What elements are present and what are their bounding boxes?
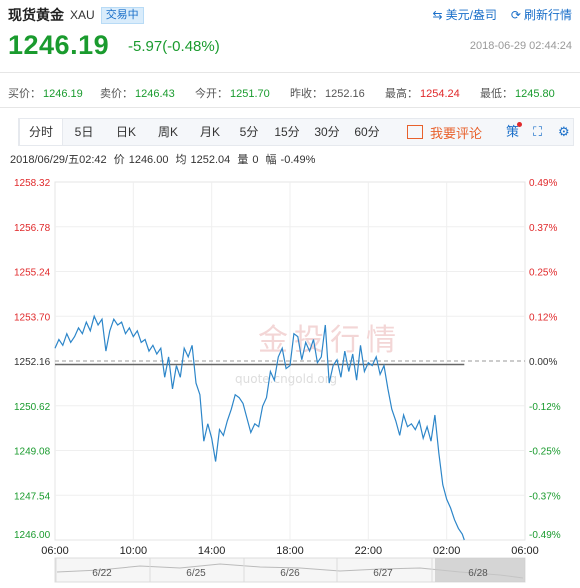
intraday-chart[interactable]: 06:00 10:00 14:00 18:00 22:00 02:00 06:00 1258.… [0, 170, 580, 588]
quote-prev-close-label: 昨收： [290, 88, 323, 100]
exchange-icon: ⇆ [432, 7, 443, 22]
quote-bid: 买价： 1246.19 [8, 85, 83, 101]
y-tick-label: 1258.32 [14, 178, 51, 189]
title-row: 现货黄金 XAU 交易中 [8, 6, 144, 24]
x-tick-label: 14:00 [198, 545, 226, 557]
y-pct-label: 0.12% [529, 312, 557, 323]
price-change: -5.97(-0.48%) [128, 38, 220, 55]
watermark-en: quote.cngold.org [235, 372, 337, 386]
x-tick-label: 02:00 [433, 545, 461, 557]
brush-date-label: 6/25 [186, 568, 206, 579]
y-tick-label: 1247.54 [14, 491, 51, 502]
y-tick-label: 1249.08 [14, 447, 51, 458]
quote-open: 今开： 1251.70 [195, 85, 270, 101]
info-avg: 1252.04 [190, 154, 231, 166]
instrument-name: 现货黄金 [8, 7, 64, 23]
x-tick-label: 18:00 [276, 545, 304, 557]
x-tick-label: 10:00 [120, 545, 148, 557]
quote-header: 现货黄金 XAU 交易中 ⇆ 美元/盎司 ⟳ 刷新行情 1246.19 -5.9… [0, 0, 580, 72]
edit-icon [407, 125, 423, 139]
quote-open-label: 今开： [195, 88, 228, 100]
info-vol-label: 量 [237, 154, 249, 166]
refresh-link-label: 刷新行情 [523, 8, 572, 22]
x-tick-label: 06:00 [41, 545, 69, 557]
tab-60min[interactable]: 60分 [354, 125, 380, 139]
info-amp-label: 幅 [265, 154, 277, 166]
quote-ask-label: 卖价： [100, 88, 133, 100]
quote-prev-close: 昨收： 1252.16 [290, 85, 365, 101]
tab-weekly-k[interactable]: 周K [157, 125, 178, 139]
y-pct-label: 0.49% [529, 178, 557, 189]
y-tick-label: 1252.16 [14, 357, 51, 368]
tab-15min[interactable]: 15分 [274, 125, 300, 139]
quote-ask-value: 1246.43 [135, 88, 175, 100]
tab-5min[interactable]: 5分 [239, 125, 259, 139]
quote-ask: 卖价： 1246.43 [100, 85, 175, 101]
quote-prev-close-value: 1252.16 [325, 88, 365, 100]
fullscreen-icon[interactable]: ⛶ [533, 124, 543, 139]
y-tick-label: 1250.62 [14, 402, 51, 413]
quote-timestamp: 2018-06-29 02:44:24 [469, 40, 572, 52]
y-pct-label: -0.37% [529, 491, 561, 502]
tab-30min[interactable]: 30分 [314, 125, 340, 139]
currency-link[interactable]: ⇆ 美元/盎司 [433, 6, 497, 23]
y-pct-label: 0.25% [529, 268, 557, 279]
quote-bid-value: 1246.19 [43, 88, 83, 100]
quote-low-label: 最低： [480, 88, 513, 100]
y-tick-label: 1246.00 [14, 530, 51, 541]
comment-button[interactable]: 我要评论 [407, 119, 482, 145]
x-tick-label: 22:00 [355, 545, 383, 557]
quote-high: 最高： 1254.24 [385, 85, 460, 101]
quote-high-label: 最高： [385, 88, 418, 100]
tab-daily-k[interactable]: 日K [115, 125, 136, 139]
x-tick-label: 06:00 [511, 545, 539, 557]
current-price: 1246.19 [8, 30, 110, 60]
instrument-code: XAU [70, 8, 95, 22]
brush-date-label: 6/22 [92, 568, 112, 579]
settings-icon[interactable]: ⚙ [558, 124, 570, 139]
quote-open-value: 1251.70 [230, 88, 270, 100]
brush-selection [435, 558, 525, 582]
strategy-button[interactable]: 策 [506, 119, 523, 145]
comment-button-label: 我要评论 [430, 125, 483, 141]
brush-date-label: 6/27 [373, 568, 393, 579]
price-series-line [54, 314, 465, 541]
currency-link-label: 美元/盎司 [445, 8, 497, 22]
tab-5day[interactable]: 5日 [74, 125, 94, 139]
brush-date-label: 6/28 [468, 568, 488, 579]
brush-date-label: 6/26 [280, 568, 300, 579]
notification-dot [517, 122, 523, 127]
info-price-label: 价 [113, 154, 125, 166]
y-tick-label: 1256.78 [14, 223, 51, 234]
y-pct-label: -0.25% [529, 447, 561, 458]
refresh-icon: ⟳ [510, 7, 521, 22]
y-pct-label: -0.49% [529, 530, 561, 541]
period-tabs: 分时 5日 日K 周K 月K 5分 15分 30分 60分 我要评论 策 ⛶ ⚙ [18, 118, 574, 146]
quote-low-value: 1245.80 [515, 88, 555, 100]
info-amp: -0.49% [280, 154, 316, 166]
info-date: 2018/06/29/五02:42 [10, 154, 107, 166]
info-price: 1246.00 [128, 154, 169, 166]
refresh-link[interactable]: ⟳ 刷新行情 [511, 6, 572, 23]
y-pct-label: 0.37% [529, 223, 557, 234]
info-vol: 0 [252, 154, 259, 166]
quote-bid-label: 买价： [8, 88, 41, 100]
info-avg-label: 均 [175, 154, 187, 166]
quote-low: 最低： 1245.80 [480, 85, 555, 101]
tab-intraday[interactable]: 分时 [19, 119, 63, 145]
y-tick-label: 1253.70 [14, 312, 51, 323]
top-links: ⇆ 美元/盎司 ⟳ 刷新行情 [419, 6, 572, 23]
strategy-label: 策 [506, 124, 520, 139]
y-pct-label: -0.12% [529, 402, 561, 413]
tab-monthly-k[interactable]: 月K [199, 125, 220, 139]
quote-high-value: 1254.24 [420, 88, 460, 100]
status-badge: 交易中 [100, 6, 144, 24]
quote-row: 买价： 1246.19 卖价： 1246.43 今开： 1251.70 昨收： 1252… [0, 72, 580, 108]
y-pct-label: 0.00% [529, 357, 557, 368]
y-tick-label: 1255.24 [14, 268, 51, 279]
